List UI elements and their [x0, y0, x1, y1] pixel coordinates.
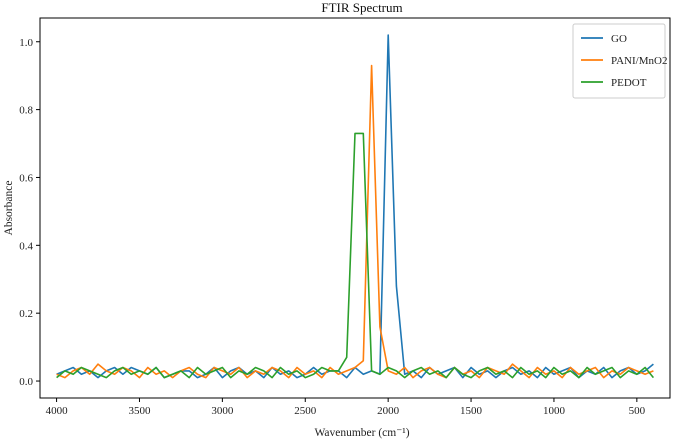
- x-tick-label: 3500: [128, 405, 151, 417]
- y-tick-label: 0.0: [19, 376, 33, 388]
- legend-label: PEDOT: [611, 77, 647, 89]
- series-line-pedot: [56, 132, 655, 379]
- y-tick-label: 0.4: [19, 240, 33, 252]
- legend: GO PANI/MnO2 PEDOT: [572, 23, 667, 99]
- x-tick-label: 1500: [460, 405, 483, 417]
- x-axis-label: Wavenumber (cm⁻¹): [314, 427, 409, 439]
- x-tick-label: 1000: [543, 405, 566, 417]
- series-line-go: [56, 34, 654, 379]
- x-tick-label: 500: [629, 405, 646, 417]
- y-axis-label: Absorbance: [3, 181, 15, 236]
- y-tick-label: 0.2: [19, 308, 33, 320]
- plot-frame: [39, 17, 671, 399]
- legend-box: [572, 23, 666, 99]
- x-axis: 4000 3500 3000 2500 2000 1500 1000 500: [46, 398, 646, 417]
- legend-label: PANI/MnO2: [611, 55, 667, 67]
- x-tick-label: 2500: [294, 405, 317, 417]
- y-tick-label: 1.0: [19, 37, 33, 49]
- x-tick-label: 2000: [377, 405, 400, 417]
- legend-label: GO: [611, 33, 627, 45]
- chart-title: FTIR Spectrum: [321, 0, 402, 15]
- x-tick-label: 4000: [46, 405, 69, 417]
- y-tick-label: 0.6: [19, 172, 33, 184]
- y-tick-label: 0.8: [19, 105, 33, 117]
- series-layer: [56, 34, 655, 379]
- series-line-pani-mno2: [56, 64, 654, 379]
- x-tick-label: 3000: [211, 405, 234, 417]
- y-axis: 0.0 0.2 0.4 0.6 0.8 1.0: [19, 37, 40, 388]
